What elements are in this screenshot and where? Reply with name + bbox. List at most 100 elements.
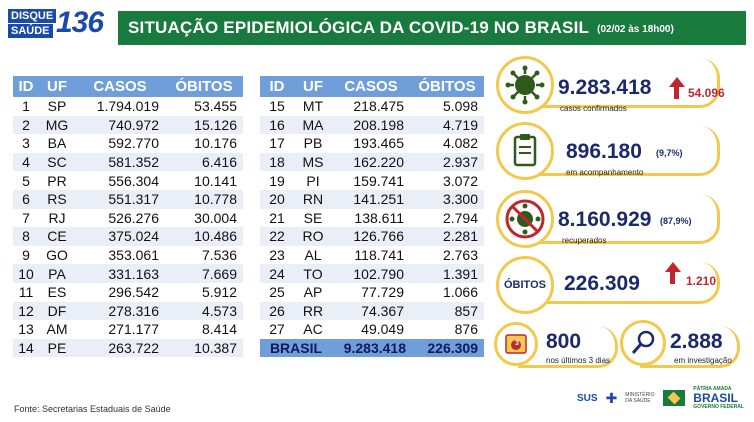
- cell-uf: RN: [294, 189, 332, 209]
- cell-uf: MA: [294, 115, 332, 135]
- cell-casos: 77.729: [332, 282, 410, 302]
- cell-uf: SP: [39, 97, 75, 116]
- cell-id: 16: [260, 115, 294, 135]
- table-row: 11 ES 296.542 5.912: [13, 282, 243, 302]
- table-row: 16 MA 208.198 4.719: [260, 115, 484, 135]
- cell-obitos: 1.391: [410, 264, 484, 283]
- ultimos-value: 800: [546, 330, 582, 353]
- cell-obitos: 10.778: [165, 189, 243, 209]
- cell-obitos: 53.455: [165, 97, 243, 116]
- cell-uf: GO: [39, 245, 75, 265]
- cell-uf: PE: [39, 338, 75, 358]
- cell-id: 5: [13, 171, 39, 190]
- cell-uf: MT: [294, 97, 332, 116]
- cell-casos: 556.304: [75, 171, 165, 190]
- table-row: 24 TO 102.790 1.391: [260, 264, 484, 283]
- page-title: SITUAÇÃO EPIDEMIOLÓGICA DA COVID-19 NO B…: [128, 18, 590, 37]
- cell-uf: RJ: [39, 208, 75, 228]
- table-row: 10 PA 331.163 7.669: [13, 264, 243, 283]
- cell-casos: 526.276: [75, 208, 165, 228]
- table-row: 15 MT 218.475 5.098: [260, 97, 484, 116]
- table-row: 8 CE 375.024 10.486: [13, 227, 243, 246]
- column-header-id: ID: [260, 76, 294, 97]
- cell-casos: 118.741: [332, 245, 410, 265]
- table-header-row: ID UF CASOS ÓBITOS: [13, 76, 243, 97]
- cell-casos: 74.367: [332, 301, 410, 321]
- sus-logo: SUS: [577, 392, 598, 404]
- cell-obitos: 876: [410, 320, 484, 339]
- cell-uf: PB: [294, 134, 332, 153]
- cell-casos: 296.542: [75, 282, 165, 302]
- recuperados-frame: [530, 194, 720, 244]
- footer-logos: SUS ✚ MINISTÉRIO DA SAÚDE PÁTRIA AMADA B…: [577, 384, 745, 412]
- cell-casos: 102.790: [332, 264, 410, 283]
- obitos-tag: ÓBITOS: [504, 279, 546, 291]
- cell-casos: 271.177: [75, 320, 165, 339]
- column-header-obitos: ÓBITOS: [410, 76, 484, 97]
- cell-casos: 331.163: [75, 264, 165, 283]
- table-row: 22 RO 126.766 2.281: [260, 227, 484, 246]
- cell-casos: 1.794.019: [75, 97, 165, 116]
- cell-uf: SE: [294, 208, 332, 228]
- cell-casos: 159.741: [332, 171, 410, 190]
- logo-line1: DISQUE: [8, 9, 57, 23]
- investigacao-value: 2.888: [670, 330, 723, 353]
- table-row: 7 RJ 526.276 30.004: [13, 208, 243, 228]
- column-header-casos: CASOS: [332, 76, 410, 97]
- calendar-badge: 3: [515, 340, 519, 347]
- cell-uf: DF: [39, 301, 75, 321]
- cell-uf: AP: [294, 282, 332, 302]
- table-row: 26 RR 74.367 857: [260, 301, 484, 321]
- cell-uf: AL: [294, 245, 332, 265]
- states-table-right: ID UF CASOS ÓBITOS 15 MT 218.475 5.098 16 MA 2…: [260, 76, 484, 358]
- confirmados-value: 9.283.418: [558, 76, 652, 99]
- cell-uf: MG: [39, 115, 75, 135]
- table-row: 5 PR 556.304 10.141: [13, 171, 243, 190]
- cell-id: 21: [260, 208, 294, 228]
- cell-id: 4: [13, 152, 39, 172]
- cell-id: 9: [13, 245, 39, 265]
- cell-id: 20: [260, 189, 294, 209]
- cell-obitos: 15.126: [165, 115, 243, 135]
- cell-id: 6: [13, 189, 39, 209]
- table-row: 1 SP 1.794.019 53.455: [13, 97, 243, 116]
- gov-logo: PÁTRIA AMADA BRASIL GOVERNO FEDERAL: [693, 386, 744, 410]
- column-header-obitos: ÓBITOS: [165, 76, 243, 97]
- magnifier-icon: [631, 330, 655, 354]
- table-row: 27 AC 49.049 876: [260, 320, 484, 339]
- cell-casos: 592.770: [75, 134, 165, 153]
- brasil-text: BRASIL: [693, 391, 738, 405]
- cell-obitos: 2.794: [410, 208, 484, 228]
- cell-id: 23: [260, 245, 294, 265]
- cell-uf: TO: [294, 264, 332, 283]
- cell-id: 25: [260, 282, 294, 302]
- cell-id: 15: [260, 97, 294, 116]
- cell-id: 10: [13, 264, 39, 283]
- confirmados-frame: [530, 58, 720, 108]
- cell-obitos: 857: [410, 301, 484, 321]
- cell-id: 19: [260, 171, 294, 190]
- patria-text: PÁTRIA AMADA: [693, 386, 732, 392]
- cell-obitos: 7.536: [165, 245, 243, 265]
- table-row: 23 AL 118.741 2.763: [260, 245, 484, 265]
- cell-obitos: 10.486: [165, 227, 243, 246]
- cell-id: 8: [13, 227, 39, 246]
- column-header-uf: UF: [294, 76, 332, 97]
- table-row: 3 BA 592.770 10.176: [13, 134, 243, 153]
- cell-id: 12: [13, 301, 39, 321]
- investigacao-circle: [620, 320, 666, 366]
- confirmados-label: casos confirmados: [560, 104, 627, 113]
- cell-uf: SC: [39, 152, 75, 172]
- table-header-row: ID UF CASOS ÓBITOS: [260, 76, 484, 97]
- cell-casos: 263.722: [75, 338, 165, 358]
- table-row: 2 MG 740.972 15.126: [13, 115, 243, 135]
- cell-uf: PA: [39, 264, 75, 283]
- cell-obitos: 7.669: [165, 264, 243, 283]
- obitos-frame: [530, 262, 720, 304]
- cell-casos: 740.972: [75, 115, 165, 135]
- recuperados-label: recuperados: [562, 236, 607, 245]
- column-header-uf: UF: [39, 76, 75, 97]
- cell-obitos: 5.912: [165, 282, 243, 302]
- cell-obitos: 2.937: [410, 152, 484, 172]
- investigacao-frame: [640, 326, 740, 368]
